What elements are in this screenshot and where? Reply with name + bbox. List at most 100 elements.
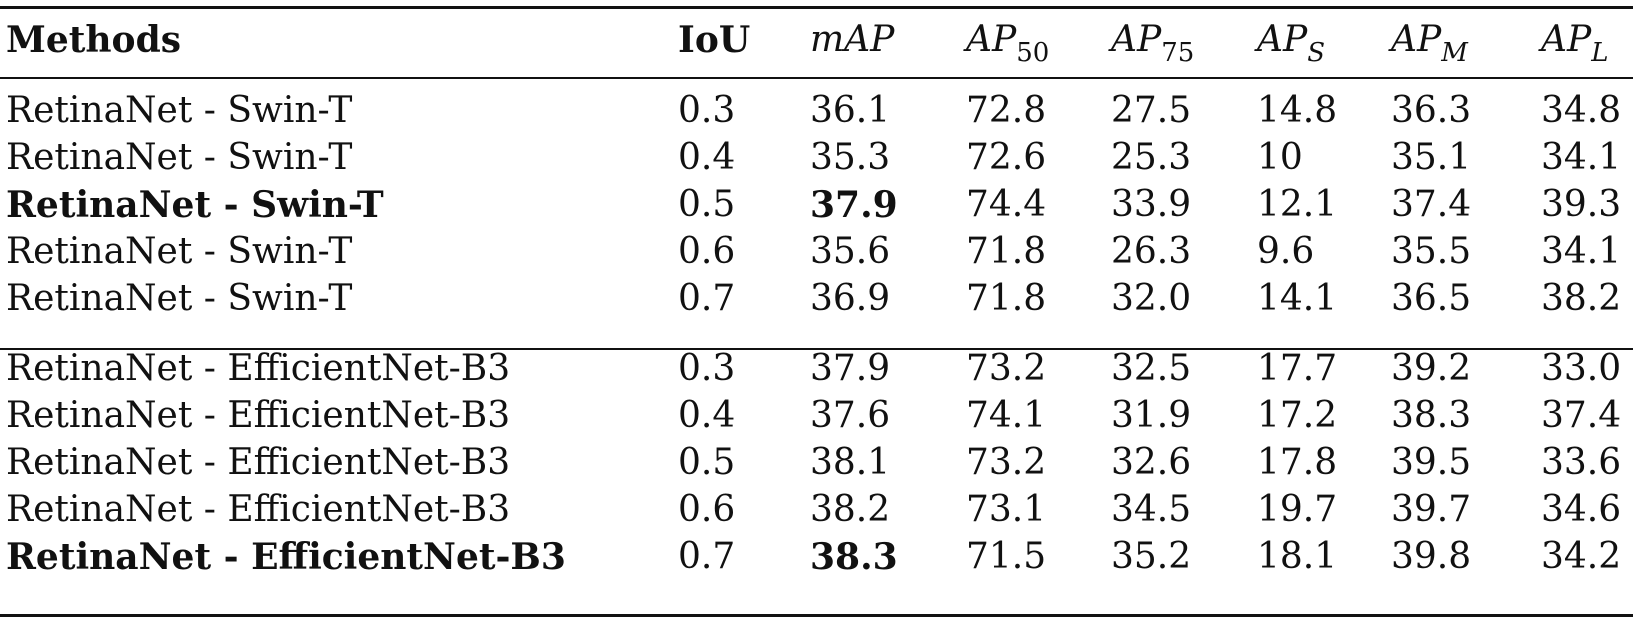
- method-cell: RetinaNet - Swin-T: [6, 137, 353, 178]
- apl-cell: 34.1: [1541, 231, 1622, 272]
- apm-cell: 39.2: [1391, 348, 1472, 389]
- header-ap50-base: AP: [966, 19, 1017, 60]
- ap75-cell: 35.2: [1111, 536, 1192, 577]
- ap50-cell: 72.6: [966, 137, 1047, 178]
- aps-cell: 14.1: [1257, 278, 1338, 319]
- apm-cell: 36.3: [1391, 90, 1472, 131]
- apl-cell: 33.0: [1541, 348, 1622, 389]
- apm-cell: 36.5: [1391, 278, 1472, 319]
- table-row: RetinaNet - EfficientNet-B3 0.4 37.6 74.…: [0, 392, 1633, 440]
- apl-cell: 34.2: [1541, 536, 1622, 577]
- iou-cell: 0.5: [678, 442, 736, 483]
- table-row: RetinaNet - EfficientNet-B3 0.5 38.1 73.…: [0, 439, 1633, 487]
- apm-cell: 39.7: [1391, 489, 1472, 530]
- aps-cell: 19.7: [1257, 489, 1338, 530]
- iou-cell: 0.6: [678, 231, 736, 272]
- ap75-cell: 31.9: [1111, 395, 1192, 436]
- iou-cell: 0.3: [678, 348, 736, 389]
- iou-cell: 0.4: [678, 395, 736, 436]
- map-cell: 38.2: [810, 489, 891, 530]
- header-apm: APM: [1391, 16, 1468, 68]
- map-cell: 37.9: [810, 348, 891, 389]
- map-cell: 36.9: [810, 278, 891, 319]
- map-cell: 37.6: [810, 395, 891, 436]
- ap75-cell: 32.5: [1111, 348, 1192, 389]
- apl-cell: 34.1: [1541, 137, 1622, 178]
- header-methods: Methods: [6, 19, 182, 61]
- aps-cell: 17.2: [1257, 395, 1338, 436]
- apm-cell: 38.3: [1391, 395, 1472, 436]
- table-row: RetinaNet - Swin-T 0.4 35.3 72.6 25.3 10…: [0, 134, 1633, 182]
- method-cell: RetinaNet - EfficientNet-B3: [6, 442, 511, 483]
- apl-cell: 33.6: [1541, 442, 1622, 483]
- ap75-cell: 32.0: [1111, 278, 1192, 319]
- header-ap75: AP75: [1111, 16, 1195, 68]
- ap50-cell: 73.2: [966, 442, 1047, 483]
- map-cell: 38.3: [810, 536, 898, 578]
- header-apm-subscript: M: [1441, 38, 1468, 68]
- header-aps: APS: [1257, 16, 1326, 68]
- ap50-cell: 74.4: [966, 184, 1047, 225]
- header-apl-base: AP: [1541, 19, 1592, 60]
- method-cell: RetinaNet - EfficientNet-B3: [6, 536, 566, 578]
- apl-cell: 34.6: [1541, 489, 1622, 530]
- ap50-cell: 73.2: [966, 348, 1047, 389]
- iou-cell: 0.3: [678, 90, 736, 131]
- ap75-cell: 34.5: [1111, 489, 1192, 530]
- header-apm-base: AP: [1391, 19, 1442, 60]
- ap75-cell: 33.9: [1111, 184, 1192, 225]
- method-cell: RetinaNet - EfficientNet-B3: [6, 489, 511, 530]
- iou-cell: 0.4: [678, 137, 736, 178]
- method-cell: RetinaNet - Swin-T: [6, 278, 353, 319]
- apm-cell: 35.5: [1391, 231, 1472, 272]
- method-cell: RetinaNet - Swin-T: [6, 231, 353, 272]
- header-ap50: AP50: [966, 16, 1050, 68]
- aps-cell: 18.1: [1257, 536, 1338, 577]
- ap75-cell: 32.6: [1111, 442, 1192, 483]
- apl-cell: 39.3: [1541, 184, 1622, 225]
- header-rule: [0, 77, 1633, 79]
- aps-cell: 12.1: [1257, 184, 1338, 225]
- iou-cell: 0.7: [678, 536, 736, 577]
- top-rule: [0, 6, 1633, 9]
- apl-cell: 37.4: [1541, 395, 1622, 436]
- apl-cell: 38.2: [1541, 278, 1622, 319]
- iou-cell: 0.5: [678, 184, 736, 225]
- ap50-cell: 71.8: [966, 278, 1047, 319]
- table-row-best: RetinaNet - Swin-T 0.5 37.9 74.4 33.9 12…: [0, 181, 1633, 229]
- bottom-rule: [0, 614, 1633, 617]
- header-aps-subscript: S: [1307, 38, 1326, 68]
- table-row: RetinaNet - EfficientNet-B3 0.6 38.2 73.…: [0, 486, 1633, 534]
- method-cell: RetinaNet - Swin-T: [6, 184, 384, 226]
- ap50-cell: 73.1: [966, 489, 1047, 530]
- method-cell: RetinaNet - EfficientNet-B3: [6, 348, 511, 389]
- method-cell: RetinaNet - EfficientNet-B3: [6, 395, 511, 436]
- aps-cell: 17.7: [1257, 348, 1338, 389]
- table-row-best: RetinaNet - EfficientNet-B3 0.7 38.3 71.…: [0, 533, 1633, 581]
- header-ap75-subscript: 75: [1161, 38, 1195, 68]
- aps-cell: 17.8: [1257, 442, 1338, 483]
- apm-cell: 39.5: [1391, 442, 1472, 483]
- iou-cell: 0.6: [678, 489, 736, 530]
- header-apl: APL: [1541, 16, 1609, 68]
- aps-cell: 10: [1257, 137, 1303, 178]
- apm-cell: 37.4: [1391, 184, 1472, 225]
- map-cell: 35.3: [810, 137, 891, 178]
- table-row: RetinaNet - Swin-T 0.6 35.6 71.8 26.3 9.…: [0, 228, 1633, 276]
- ap50-cell: 72.8: [966, 90, 1047, 131]
- map-cell: 37.9: [810, 184, 898, 226]
- header-ap75-base: AP: [1111, 19, 1162, 60]
- ap50-cell: 74.1: [966, 395, 1047, 436]
- header-iou: IoU: [678, 19, 751, 61]
- header-apl-subscript: L: [1591, 38, 1609, 68]
- ap75-cell: 27.5: [1111, 90, 1192, 131]
- map-cell: 38.1: [810, 442, 891, 483]
- ap75-cell: 25.3: [1111, 137, 1192, 178]
- ap50-cell: 71.5: [966, 536, 1047, 577]
- header-aps-base: AP: [1257, 19, 1308, 60]
- header-ap50-subscript: 50: [1016, 38, 1050, 68]
- header-map: mAP: [810, 19, 895, 60]
- table-row: RetinaNet - EfficientNet-B3 0.3 37.9 73.…: [0, 345, 1633, 393]
- ap75-cell: 26.3: [1111, 231, 1192, 272]
- table-row: RetinaNet - Swin-T 0.3 36.1 72.8 27.5 14…: [0, 87, 1633, 135]
